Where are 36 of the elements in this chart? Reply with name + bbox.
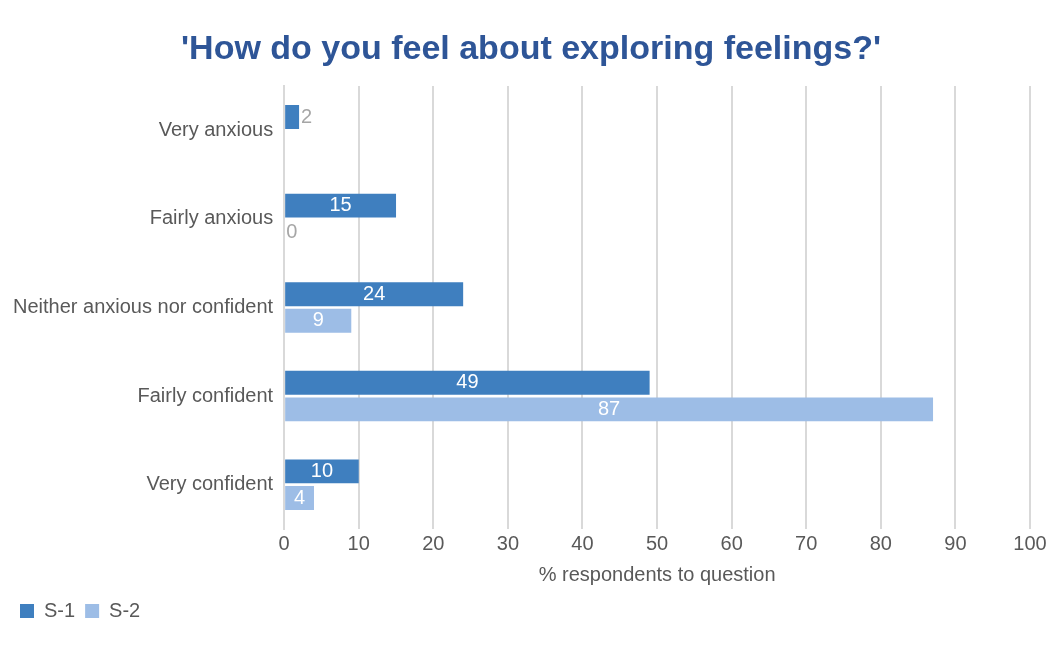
x-tick-label: 70: [795, 531, 818, 554]
x-tick-label: 90: [944, 531, 967, 554]
bar: [285, 105, 300, 129]
y-tick-label: Very anxious: [158, 117, 274, 140]
data-label: 15: [329, 193, 352, 216]
y-tick-label: Fairly anxious: [149, 206, 274, 229]
x-tick-label: 80: [869, 531, 892, 554]
bar: [285, 308, 352, 333]
data-label: 49: [456, 370, 479, 393]
x-tick-label: 100: [1013, 531, 1047, 554]
data-label: 10: [310, 458, 334, 481]
bar: [285, 282, 464, 307]
x-tick-label: 10: [347, 531, 370, 554]
data-label: 2: [301, 104, 313, 127]
y-tick-label: Very confident: [146, 472, 274, 495]
data-label: 4: [294, 485, 306, 508]
x-axis-title: % respondents to question: [538, 562, 776, 585]
x-tick-label: 60: [720, 531, 743, 554]
y-tick-label: Fairly confident: [137, 383, 274, 406]
bar: [285, 397, 934, 422]
data-label: 9: [312, 308, 324, 331]
bar: [285, 193, 397, 218]
bar: [285, 370, 650, 395]
x-tick-label: 0: [278, 531, 290, 554]
x-tick-label: 20: [422, 531, 445, 554]
chart-title: 'How do you feel about exploring feelings?': [180, 28, 882, 67]
x-tick-label: 30: [496, 531, 520, 554]
data-label: 0: [286, 219, 298, 242]
x-tick-label: 40: [571, 531, 594, 554]
y-tick-label: Neither anxious nor confident: [13, 295, 274, 318]
bar: [285, 459, 359, 484]
data-label: 24: [363, 281, 386, 304]
x-tick-label: 50: [645, 531, 669, 554]
data-label: 87: [597, 396, 621, 419]
legend-label: S-2: [109, 598, 141, 621]
legend-label: S-1: [44, 598, 76, 621]
